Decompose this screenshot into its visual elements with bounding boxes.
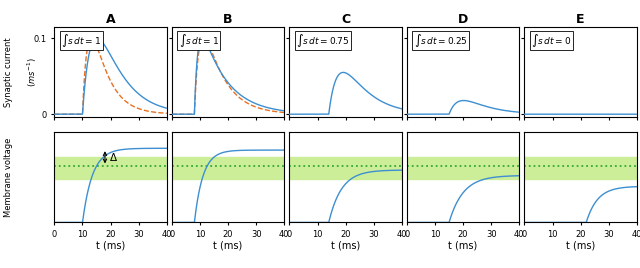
Title: E: E bbox=[577, 13, 585, 26]
Text: $\int s\,dt = 1$: $\int s\,dt = 1$ bbox=[179, 32, 219, 49]
Text: $\int s\,dt = 0.75$: $\int s\,dt = 0.75$ bbox=[296, 32, 350, 49]
Title: A: A bbox=[106, 13, 115, 26]
X-axis label: t (ms): t (ms) bbox=[214, 240, 243, 251]
Bar bbox=[289, 157, 402, 179]
Text: $(ms^{-1})$: $(ms^{-1})$ bbox=[26, 57, 38, 87]
Text: $\int s\,dt = 0.25$: $\int s\,dt = 0.25$ bbox=[413, 32, 467, 49]
Bar bbox=[407, 157, 519, 179]
Bar bbox=[172, 157, 284, 179]
Text: Membrane voltage: Membrane voltage bbox=[4, 137, 13, 217]
Bar bbox=[54, 157, 167, 179]
Text: $\int s\,dt = 1$: $\int s\,dt = 1$ bbox=[61, 32, 101, 49]
Title: B: B bbox=[223, 13, 233, 26]
Title: D: D bbox=[458, 13, 468, 26]
Title: C: C bbox=[341, 13, 350, 26]
Bar bbox=[524, 157, 637, 179]
X-axis label: t (ms): t (ms) bbox=[449, 240, 477, 251]
Text: Synaptic current: Synaptic current bbox=[4, 37, 13, 107]
X-axis label: t (ms): t (ms) bbox=[566, 240, 595, 251]
X-axis label: t (ms): t (ms) bbox=[96, 240, 125, 251]
X-axis label: t (ms): t (ms) bbox=[331, 240, 360, 251]
Text: $\int s\,dt = 0$: $\int s\,dt = 0$ bbox=[531, 32, 572, 49]
Text: $\Delta$: $\Delta$ bbox=[109, 151, 118, 163]
